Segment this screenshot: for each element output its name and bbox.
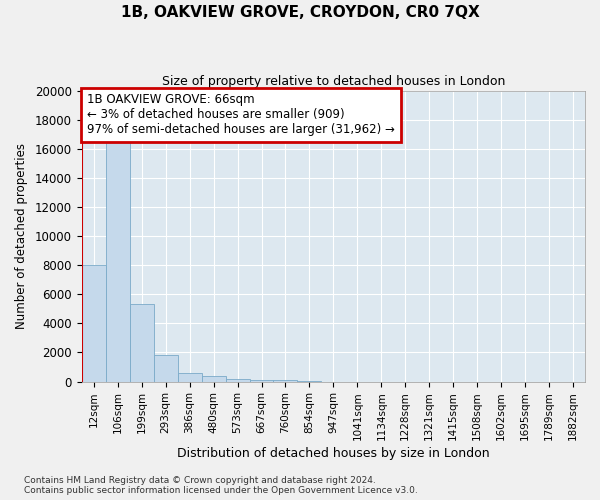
Title: Size of property relative to detached houses in London: Size of property relative to detached ho… — [162, 75, 505, 88]
Y-axis label: Number of detached properties: Number of detached properties — [15, 143, 28, 329]
Bar — [226, 378, 250, 382]
Bar — [154, 356, 178, 382]
Bar — [106, 142, 130, 382]
Bar — [250, 380, 274, 382]
Text: 1B, OAKVIEW GROVE, CROYDON, CR0 7QX: 1B, OAKVIEW GROVE, CROYDON, CR0 7QX — [121, 5, 479, 20]
Text: 1B OAKVIEW GROVE: 66sqm
← 3% of detached houses are smaller (909)
97% of semi-de: 1B OAKVIEW GROVE: 66sqm ← 3% of detached… — [87, 94, 395, 136]
Bar — [178, 373, 202, 382]
Text: Contains HM Land Registry data © Crown copyright and database right 2024.
Contai: Contains HM Land Registry data © Crown c… — [24, 476, 418, 495]
Bar — [82, 265, 106, 382]
Bar — [130, 304, 154, 382]
X-axis label: Distribution of detached houses by size in London: Distribution of detached houses by size … — [177, 447, 490, 460]
Bar — [298, 381, 322, 382]
Bar — [274, 380, 298, 382]
Bar — [202, 376, 226, 382]
